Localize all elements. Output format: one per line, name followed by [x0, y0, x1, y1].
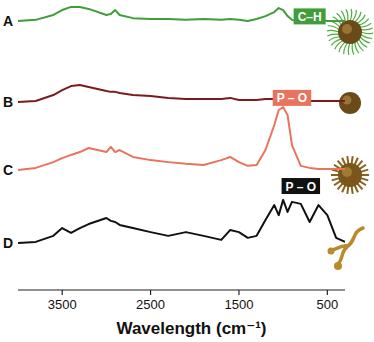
spike	[331, 174, 339, 176]
ligand	[361, 32, 373, 34]
tick-label: 1500	[224, 297, 253, 312]
annotation-box	[282, 178, 320, 194]
spike	[338, 161, 343, 167]
annotation: P – O	[282, 178, 320, 194]
annotation: P – O	[273, 90, 311, 106]
ligand	[344, 43, 348, 54]
series-label: B	[3, 94, 13, 110]
highlight	[343, 96, 352, 105]
spike	[355, 185, 358, 192]
x-axis-label: Wavelength (cm⁻¹)	[116, 319, 266, 338]
ligand	[346, 9, 348, 21]
tick	[150, 290, 151, 295]
spike	[359, 165, 366, 169]
spike	[361, 174, 369, 176]
ligand	[359, 39, 368, 47]
worm	[332, 228, 363, 264]
spike	[355, 158, 358, 165]
ligand	[329, 37, 340, 41]
ligand	[359, 19, 369, 26]
spike	[352, 156, 353, 164]
spike	[334, 181, 341, 185]
ligand	[361, 28, 373, 30]
ligand	[350, 9, 352, 21]
series-label: C	[3, 162, 13, 178]
ligand	[352, 43, 354, 55]
ligand	[331, 39, 341, 46]
spike	[342, 185, 345, 192]
ligand	[328, 26, 339, 30]
particle-a	[338, 20, 362, 44]
ligand	[327, 34, 339, 36]
ligand	[335, 41, 343, 50]
spike	[352, 186, 353, 194]
spike	[357, 183, 362, 189]
x-axis: 3500 2500 1500 500	[18, 290, 345, 312]
series-label: D	[3, 235, 13, 251]
spectra	[18, 7, 345, 243]
annotation-box	[273, 90, 311, 106]
spike	[347, 156, 348, 164]
tick-label: 3500	[48, 297, 77, 312]
spike	[342, 158, 345, 165]
spike	[361, 170, 369, 172]
highlight	[342, 24, 352, 34]
annotation-box	[294, 8, 326, 24]
spectrum-line	[18, 107, 345, 170]
tick	[238, 290, 239, 295]
spike	[359, 181, 366, 185]
series-label: A	[3, 13, 13, 29]
annotation: C–H	[294, 8, 326, 24]
tick	[327, 290, 328, 295]
tick-label: 2500	[136, 297, 165, 312]
ligand	[361, 34, 372, 38]
axis-line	[18, 289, 345, 290]
worm-end	[328, 248, 335, 255]
ligand	[360, 23, 371, 27]
ligand	[327, 30, 339, 32]
ligand	[348, 43, 350, 55]
annotation-text: P – O	[286, 180, 316, 194]
tick-label: 500	[316, 297, 338, 312]
particle-c	[338, 163, 362, 187]
annotation-text: C–H	[298, 10, 322, 24]
ligand	[355, 42, 359, 53]
spike	[347, 186, 348, 194]
spectrum-line	[18, 200, 345, 243]
spike	[357, 161, 362, 167]
ligand	[357, 41, 364, 51]
tick	[62, 290, 63, 295]
ligand	[352, 10, 356, 21]
annotation-text: P – O	[277, 91, 307, 105]
ligand	[357, 15, 365, 24]
spike	[332, 178, 340, 180]
particle-b	[339, 92, 361, 114]
worm-end	[334, 262, 342, 270]
spike	[361, 178, 369, 180]
chart: A B C D C–H P – O P – O 3500 2500 1500 500 Waveleng…	[0, 0, 374, 342]
spike	[338, 183, 343, 189]
